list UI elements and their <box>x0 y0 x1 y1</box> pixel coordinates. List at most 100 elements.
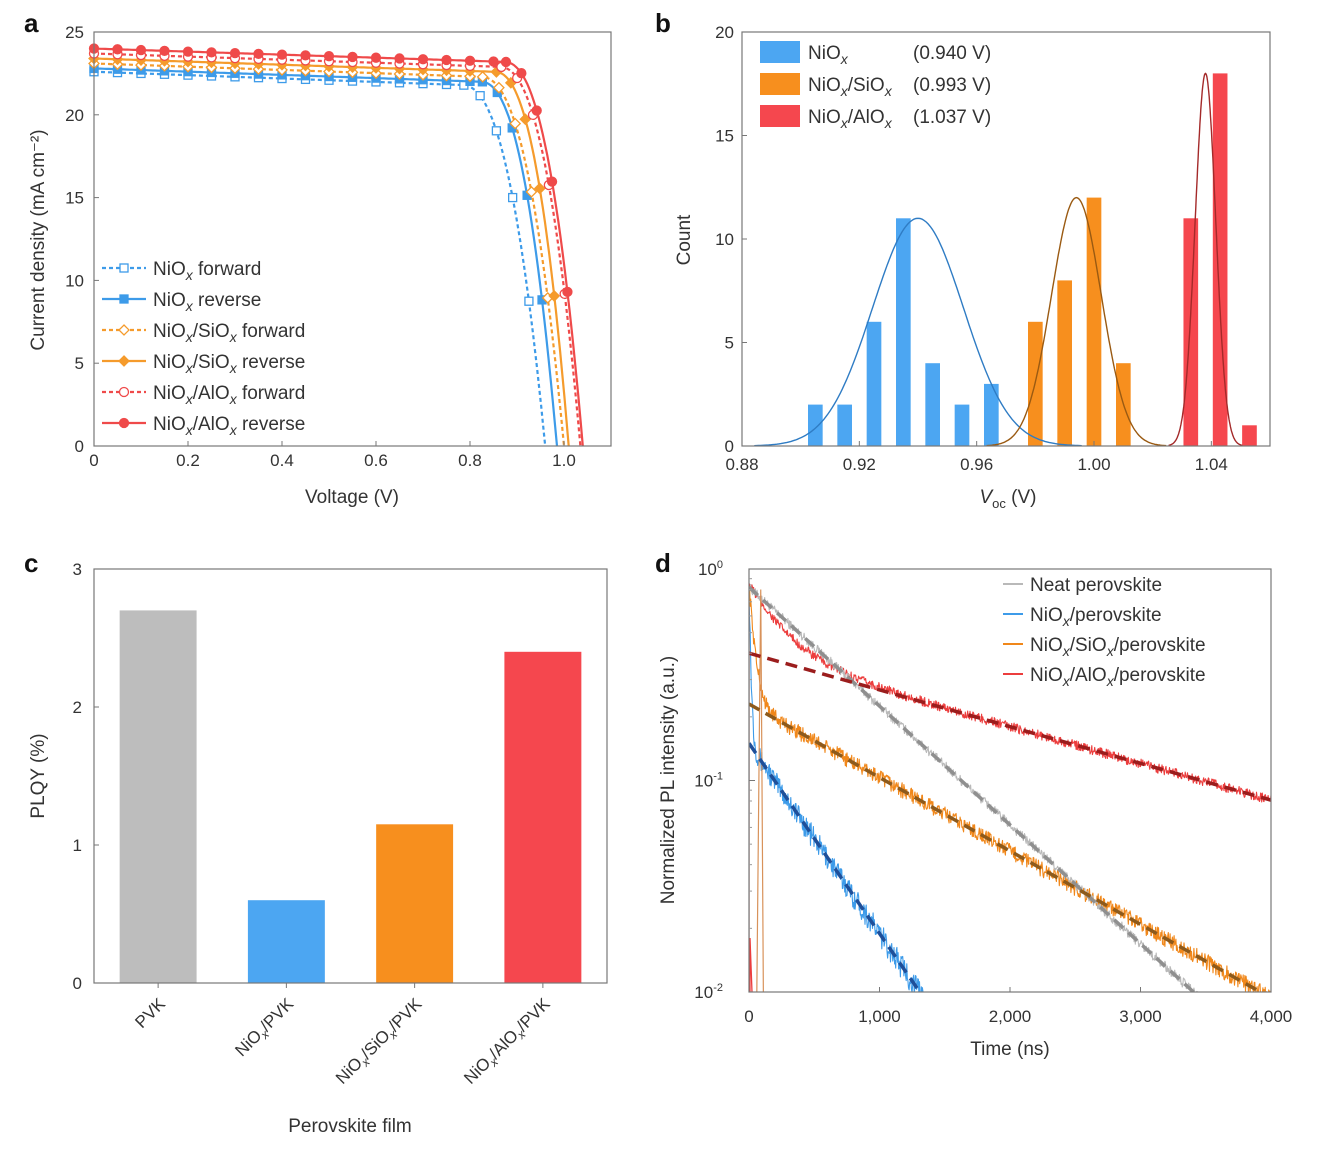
plqy-bar-2 <box>376 824 454 983</box>
jv-marker-5-17 <box>488 56 499 67</box>
jv-marker-0-18 <box>491 126 502 136</box>
y-axis-label-b: Count <box>674 214 695 265</box>
jv-marker-5-13 <box>394 53 405 64</box>
jv-marker-5-19 <box>516 68 527 79</box>
trpl-spike-orange <box>756 589 764 992</box>
legend-b-label-2-sub2: x <box>884 115 893 131</box>
legend-a-label-4-rest2: forward <box>237 383 306 404</box>
trpl-traces <box>749 583 1271 992</box>
legend-b-value-1: (0.993 V) <box>913 75 991 96</box>
legend-a-label-3-rest2: reverse <box>237 352 306 373</box>
x-tick-label-a-3: 0.6 <box>364 451 388 470</box>
jv-marker-5-7 <box>253 48 264 60</box>
legend-d-label-3-base: NiO <box>1030 665 1063 686</box>
y-tick-label-b-0: 0 <box>725 437 734 456</box>
legend-a-label-4-base: NiO <box>153 383 186 404</box>
jv-marker-5-20 <box>531 105 542 116</box>
hist-bar-0-6 <box>984 383 999 446</box>
legend-a-label-1-rest: reverse <box>193 290 262 311</box>
trpl-decay-plot <box>749 583 1271 992</box>
jv-marker-5-5 <box>206 47 217 58</box>
x-tick-label-c-2-part-4: /PVK <box>385 994 426 1035</box>
legend-d-label-1-sub: x <box>1062 613 1071 629</box>
legend-a-marker-3 <box>118 355 130 367</box>
hist-bar-1-1 <box>1057 280 1072 446</box>
hist-bar-2-0 <box>1183 218 1199 446</box>
x-axis-label-b-unit: (V) <box>1006 487 1037 508</box>
x-tick-label-b-0: 0.88 <box>725 455 758 474</box>
hist-bar-0-0 <box>808 404 823 446</box>
legend-a-marker-1 <box>119 294 129 304</box>
legend-a-label-3: NiOx/SiOx reverse <box>153 352 305 376</box>
y-tick-label-c-1: 1 <box>73 836 82 855</box>
jv-marker-0-17 <box>475 91 485 101</box>
hist-bar-2-2 <box>1242 425 1257 446</box>
x-tick-label-a-4: 0.8 <box>458 451 482 470</box>
x-tick-label-d-2: 2,000 <box>989 1007 1032 1026</box>
legend-d-label-2: NiOx/SiOx/perovskite <box>1030 635 1206 659</box>
legend-b-swatch-1 <box>760 73 800 95</box>
plot-frame-c <box>93 568 608 984</box>
jv-marker-5-21 <box>546 176 558 187</box>
legend-a-label-0-rest: forward <box>193 259 262 280</box>
jv-marker-5-1 <box>112 44 123 55</box>
legend-b-value-0: (0.940 V) <box>913 43 991 64</box>
x-tick-label-b-4: 1.04 <box>1195 455 1228 474</box>
legend-a-label-3-sub: x <box>185 360 194 376</box>
hist-bar-1-2 <box>1086 197 1102 446</box>
axes-b: 0.88 0.92 0.96 1.00 1.04 0 5 10 15 20 <box>715 23 1228 474</box>
y-tick-label-b-3: 15 <box>715 127 734 146</box>
panel-a: a 0 0.2 0.4 0.6 0.8 1.0 0 5 10 15 20 25 Voltage (V)… <box>24 8 612 508</box>
plqy-bar-1 <box>247 900 325 983</box>
legend-a-label-5: NiOx/AlOx reverse <box>153 414 305 438</box>
x-tick-label-c-2: NiOx/SiOx/PVK <box>332 994 428 1090</box>
trpl-fit-3 <box>749 651 1271 802</box>
jv-marker-5-6 <box>229 47 241 59</box>
x-tick-label-d-0: 0 <box>744 1007 753 1026</box>
hist-bar-0-1 <box>837 404 852 446</box>
y-tick-label-a-3: 15 <box>65 189 84 208</box>
legend-b-value-2: (1.037 V) <box>913 107 991 128</box>
legend-d-label-3-rest: /AlO <box>1070 665 1107 686</box>
panel-letter-b: b <box>655 8 671 38</box>
y-tick-label-c-3: 3 <box>73 560 82 579</box>
trpl-spike-red <box>749 937 753 992</box>
y-tick-label-c-2: 2 <box>73 698 82 717</box>
jv-marker-0-20 <box>524 296 534 306</box>
legend-a-label-2-base: NiO <box>153 321 186 342</box>
legend-a-label-1-sub: x <box>185 298 194 314</box>
legend-b-swatch-2 <box>760 105 800 127</box>
legend-a-label-4-sub: x <box>185 391 194 407</box>
legend-d-label-3: NiOx/AlOx/perovskite <box>1030 665 1206 689</box>
legend-b-label-2-sub: x <box>840 115 849 131</box>
legend-a-label-1: NiOx reverse <box>153 290 261 314</box>
y-tick-label-b-4: 20 <box>715 23 734 42</box>
legend-d-label-3-rest2: /perovskite <box>1114 665 1206 686</box>
legend-a-label-4: NiOx/AlOx forward <box>153 383 305 407</box>
x-axis-label-b: Voc (V) <box>979 487 1036 511</box>
legend-b-label-1-sub2: x <box>884 83 893 99</box>
x-tick-label-b-2: 0.96 <box>960 455 993 474</box>
hist-bar-2-1 <box>1212 73 1228 447</box>
legend-a-label-1-base: NiO <box>153 290 186 311</box>
jv-marker-5-12 <box>370 52 382 63</box>
legend-d-label-1-rest: /perovskite <box>1070 605 1162 626</box>
legend-d-label-0: Neat perovskite <box>1030 575 1162 596</box>
panel-c: c PVK NiOx/PVK NiOx/SiOx/PVK NiOx/AlOx/PVK 0… <box>24 548 608 1137</box>
y-axis-label-d: Normalized PL intensity (a.u.) <box>658 656 679 905</box>
legend-a-label-4-rest: /AlO <box>193 383 230 404</box>
legend-a-marker-0 <box>119 263 129 273</box>
y-tick-label-d-exp-1: -1 <box>713 771 723 783</box>
voc-histogram-plot <box>754 72 1257 447</box>
legend-b-label-2-rest: /AlO <box>848 107 885 128</box>
trpl-trace-1 <box>749 595 924 992</box>
x-tick-label-a-1: 0.2 <box>176 451 200 470</box>
jv-marker-5-11 <box>347 51 358 63</box>
panel-b: b 0.88 0.92 0.96 1.00 1.04 0 5 10 15 20 Voc (V) C… <box>655 8 1271 511</box>
legend-a-label-2-rest2: forward <box>237 321 306 342</box>
legend-a-label-5-rest2: reverse <box>237 414 306 435</box>
jv-marker-2-19 <box>509 117 522 130</box>
